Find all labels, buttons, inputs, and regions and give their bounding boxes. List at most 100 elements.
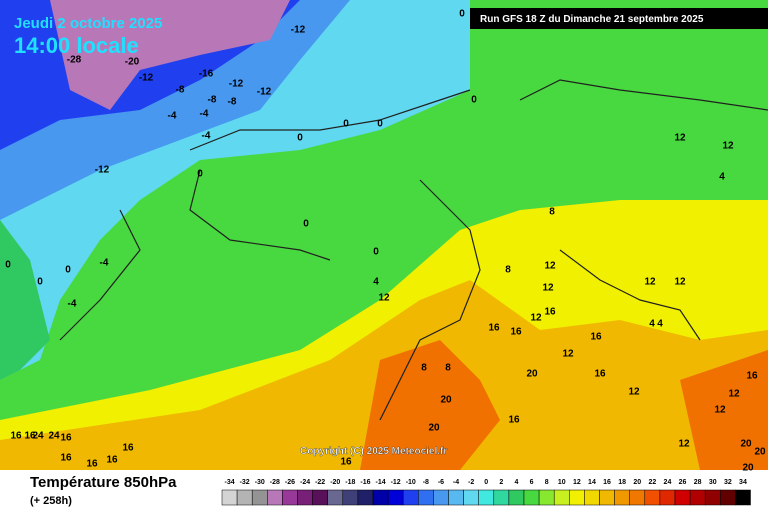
- temperature-label: -12: [139, 73, 154, 84]
- scale-label: -8: [423, 479, 429, 486]
- temperature-label: -12: [291, 25, 306, 36]
- scale-label: 32: [724, 479, 732, 486]
- temperature-label: 0: [37, 277, 43, 288]
- scale-swatch: [704, 489, 721, 506]
- temperature-label: 0: [377, 119, 383, 130]
- temperature-label: 20: [754, 447, 766, 458]
- temperature-label: 12: [530, 313, 542, 324]
- temperature-label: -4: [168, 111, 177, 122]
- temperature-label: 16: [488, 323, 500, 334]
- forecast-date: Jeudi 2 octobre 2025: [14, 15, 162, 32]
- temperature-label: 8: [549, 207, 555, 218]
- scale-label: -14: [375, 479, 385, 486]
- temperature-label: 12: [728, 389, 740, 400]
- scale-swatch: [735, 489, 751, 506]
- scale-swatch: [569, 489, 585, 506]
- scale-swatch: [282, 489, 298, 506]
- scale-swatch: [251, 489, 268, 506]
- scale-label: -30: [255, 479, 265, 486]
- scale-label: 4: [514, 479, 518, 486]
- scale-swatch: [221, 489, 238, 506]
- scale-label: 22: [648, 479, 656, 486]
- temperature-label: 0: [297, 133, 303, 144]
- temperature-label: 12: [544, 261, 556, 272]
- scale-label: -4: [453, 479, 459, 486]
- scale-swatch: [508, 489, 525, 506]
- temperature-label: 12: [674, 277, 686, 288]
- scale-swatch: [448, 489, 464, 506]
- temperature-label: 16: [86, 459, 98, 470]
- scale-swatch: [584, 489, 600, 506]
- temperature-label: -8: [208, 95, 217, 106]
- temperature-label: 12: [722, 141, 734, 152]
- scale-swatch: [614, 489, 630, 506]
- coastline: [59, 79, 768, 421]
- temperature-label: 16: [340, 457, 352, 468]
- temperature-label: -12: [229, 79, 244, 90]
- temperature-label: 20: [428, 423, 440, 434]
- forecast-time: 14:00 locale: [14, 33, 139, 58]
- scale-label: 6: [530, 479, 534, 486]
- temperature-label: 12: [644, 277, 656, 288]
- scale-swatch: [402, 489, 419, 506]
- scale-label: -28: [270, 479, 280, 486]
- scale-swatch: [599, 489, 615, 506]
- scale-label: 28: [694, 479, 702, 486]
- scale-swatch: [357, 489, 374, 506]
- temperature-label: -8: [176, 85, 185, 96]
- temperature-label: 16: [510, 327, 522, 338]
- scale-swatch: [493, 489, 510, 506]
- temperature-label: 16: [590, 332, 602, 343]
- field-title: Température 850hPa: [30, 474, 177, 491]
- temperature-label: 20: [440, 395, 452, 406]
- scale-label: 8: [545, 479, 549, 486]
- scale-swatch: [418, 489, 434, 506]
- temperature-label: 16: [594, 369, 606, 380]
- temperature-label: -12: [257, 87, 272, 98]
- scale-label: 10: [558, 479, 566, 486]
- temperature-label: -20: [125, 57, 140, 68]
- scale-swatch: [629, 489, 646, 506]
- scale-label: -34: [224, 479, 234, 486]
- scale-swatch: [236, 489, 253, 506]
- scale-swatch: [327, 489, 344, 506]
- temperature-label: 12: [714, 405, 726, 416]
- scale-label: -18: [345, 479, 355, 486]
- scale-label: 26: [679, 479, 687, 486]
- scale-label: -22: [315, 479, 325, 486]
- scale-label: -2: [468, 479, 474, 486]
- scale-label: 34: [739, 479, 747, 486]
- temperature-label: 12: [562, 349, 574, 360]
- temperature-label: 16: [60, 433, 72, 444]
- greenland-cold: [50, 0, 290, 110]
- temperature-label: 8: [421, 363, 427, 374]
- temperature-label: 12: [542, 283, 554, 294]
- temperature-label: 16: [10, 431, 22, 442]
- temperature-label: 0: [303, 219, 309, 230]
- temperature-label: -8: [228, 97, 237, 108]
- scale-swatch: [523, 489, 540, 506]
- scale-label: 2: [499, 479, 503, 486]
- scale-label: 20: [633, 479, 641, 486]
- temperature-label: 12: [378, 293, 390, 304]
- scale-swatch: [433, 489, 449, 506]
- scale-label: -32: [240, 479, 250, 486]
- hot-area: [360, 340, 768, 470]
- temperature-label: 0: [471, 95, 477, 106]
- temperature-label: 4: [649, 319, 655, 330]
- temperature-label: 12: [678, 439, 690, 450]
- temperature-label: 12: [628, 387, 640, 398]
- scale-label: 14: [588, 479, 596, 486]
- temperature-label: 0: [65, 265, 71, 276]
- scale-label: 18: [618, 479, 626, 486]
- temperature-label: 16: [746, 371, 758, 382]
- temperature-label: 0: [459, 9, 465, 20]
- lead-time: (+ 258h): [30, 495, 72, 507]
- scale-swatch: [297, 489, 313, 506]
- temperature-label: 16: [508, 415, 520, 426]
- temperature-label: -28: [67, 55, 82, 66]
- temperature-label: 0: [5, 260, 11, 271]
- temperature-label: 20: [742, 463, 754, 474]
- scale-label: 16: [603, 479, 611, 486]
